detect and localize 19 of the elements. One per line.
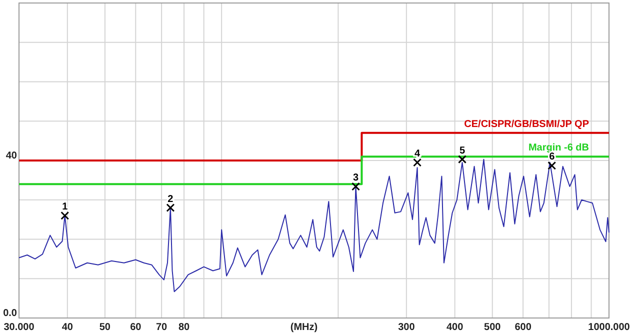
series-label: Margin -6 dB xyxy=(528,142,589,154)
annotation: 1 xyxy=(62,202,68,213)
x-tick-label: 300 xyxy=(398,322,416,333)
series-label: CE/CISPR/GB/BSMI/JP QP xyxy=(464,118,590,130)
x-tick-label: 400 xyxy=(446,322,464,333)
annotation: 5 xyxy=(459,145,466,156)
x-tick-label: 500 xyxy=(484,322,502,333)
x-tick-label: 600 xyxy=(514,322,532,333)
x-tick-label: 60 xyxy=(130,322,142,333)
x-tick-label: 70 xyxy=(156,322,168,333)
y-tick-label: 0.0 xyxy=(3,308,18,319)
x-axis-title: (MHz) xyxy=(290,322,318,333)
annotation: 3 xyxy=(352,172,359,184)
annotation: 2 xyxy=(168,194,174,205)
x-tick-label: 50 xyxy=(99,322,111,333)
x-tick-label: 1000.000 xyxy=(588,322,630,333)
x-tick-label: 80 xyxy=(178,322,190,333)
x-tick-label: 30.000 xyxy=(4,322,35,333)
x-tick-label: 40 xyxy=(62,322,74,333)
